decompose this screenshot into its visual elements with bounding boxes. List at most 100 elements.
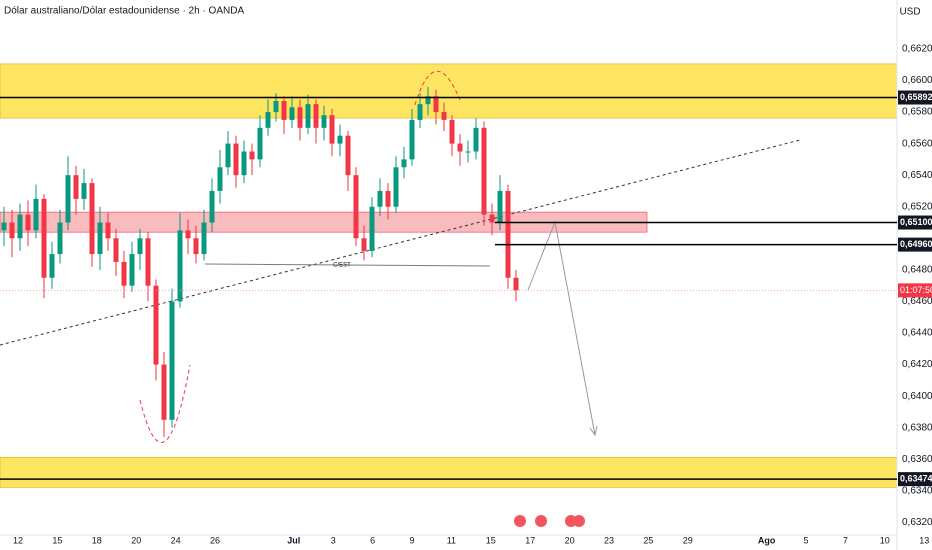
x-tick-label: 5 xyxy=(803,535,808,545)
event-icon[interactable] xyxy=(514,515,526,527)
candle-body xyxy=(201,222,207,255)
candle-body xyxy=(1,222,7,231)
candle-body xyxy=(153,285,159,365)
x-tick-label: 10 xyxy=(880,535,890,545)
candle-body xyxy=(249,151,255,160)
candle-body xyxy=(369,206,375,251)
candle-body xyxy=(425,96,431,105)
candle-body xyxy=(217,167,223,191)
projection-arrow xyxy=(589,425,598,437)
level-label: 0,65892 xyxy=(900,92,932,102)
annotation: C/EST xyxy=(333,263,351,269)
candle-body xyxy=(97,222,103,255)
zone xyxy=(0,457,898,488)
zone xyxy=(0,63,898,119)
candle-body xyxy=(169,301,175,420)
candle-body xyxy=(17,214,23,239)
candle-body xyxy=(73,175,79,199)
candle-body xyxy=(465,151,471,153)
x-tick-label: 24 xyxy=(171,535,181,545)
candle-body xyxy=(377,190,383,207)
candle-body xyxy=(409,119,415,160)
candle-body xyxy=(193,238,199,255)
candle-body xyxy=(145,238,151,286)
level-label: 0,65100 xyxy=(900,217,932,227)
candle-body xyxy=(305,104,311,128)
candle-body xyxy=(25,214,31,231)
x-tick-label: 11 xyxy=(447,535,456,545)
candle-body xyxy=(289,107,295,120)
candle-body xyxy=(329,115,335,144)
candle-body xyxy=(137,238,143,255)
candle-body xyxy=(177,230,183,302)
level-label: 0,64960 xyxy=(900,239,932,249)
candle-body xyxy=(361,238,367,251)
candle-body xyxy=(297,107,303,128)
x-tick-label: 25 xyxy=(643,535,653,545)
candle-body xyxy=(449,119,455,144)
x-tick-label: 26 xyxy=(210,535,220,545)
level-label-bg xyxy=(898,472,932,487)
candle-body xyxy=(257,127,263,160)
candle-body xyxy=(33,198,39,231)
x-tick-label: 9 xyxy=(409,535,414,545)
candle-body xyxy=(505,190,511,278)
x-tick-label: 12 xyxy=(13,535,23,545)
x-tick-label: 6 xyxy=(370,535,375,545)
candle-body xyxy=(129,254,135,286)
level-label-bg xyxy=(898,237,932,252)
chart-title: Dólar australiano/Dólar estadounidense ·… xyxy=(4,6,244,17)
candle-body xyxy=(313,104,319,128)
candle-body xyxy=(393,167,399,207)
candle-body xyxy=(457,143,463,152)
candle-body xyxy=(185,230,191,239)
x-tick-label: 23 xyxy=(604,535,614,545)
candle-body xyxy=(433,96,439,113)
candle-body xyxy=(481,127,487,215)
currency: USD xyxy=(899,7,920,18)
event-icon[interactable] xyxy=(573,515,585,527)
candle-body xyxy=(89,183,95,255)
candle-body xyxy=(161,364,167,420)
candle-body xyxy=(65,175,71,223)
support-line xyxy=(204,263,491,267)
candle-body xyxy=(345,135,351,176)
x-tick-label: 17 xyxy=(525,535,535,545)
x-tick-label: 20 xyxy=(131,535,141,545)
arc-low xyxy=(139,364,191,444)
candle-body xyxy=(265,112,271,128)
level-label-bg xyxy=(898,215,932,230)
level-label: 0,63474 xyxy=(900,474,932,484)
candle-body xyxy=(81,183,87,199)
countdown-label: 01:07:50 xyxy=(900,285,932,295)
candle-body xyxy=(49,254,55,278)
x-tick-label: 20 xyxy=(565,535,575,545)
x-tick-label: 15 xyxy=(52,535,62,545)
candle-body xyxy=(513,277,519,291)
candle-body xyxy=(41,198,47,278)
candle-body xyxy=(321,115,327,128)
candle-body xyxy=(489,214,495,223)
x-tick-label: Jul xyxy=(287,535,300,545)
candle-body xyxy=(497,190,503,223)
candle-body xyxy=(337,135,343,144)
x-tick-label: Ago xyxy=(758,535,776,545)
x-tick-label: 15 xyxy=(486,535,496,545)
event-icons xyxy=(514,515,585,527)
candle-body xyxy=(57,222,63,255)
x-tick-label: 3 xyxy=(331,535,336,545)
event-icon[interactable] xyxy=(535,515,547,527)
